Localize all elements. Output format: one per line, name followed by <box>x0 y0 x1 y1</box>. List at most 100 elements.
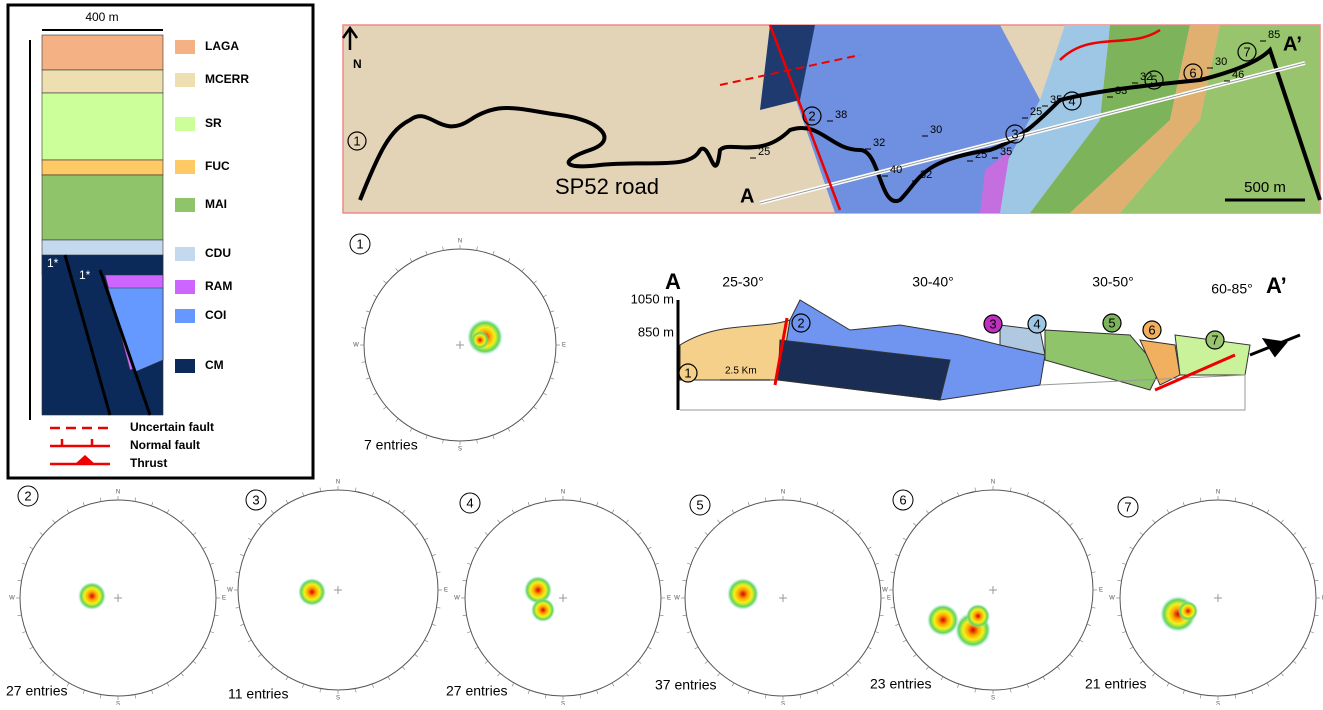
stereonet-tick <box>858 532 861 535</box>
stereonet-tick <box>1130 547 1133 549</box>
stereonet-tick <box>1252 502 1253 506</box>
stereonet-tick <box>1267 510 1269 513</box>
stereonet-tick <box>941 500 943 503</box>
stereonet-tick <box>475 647 478 649</box>
stereonet-tick <box>100 498 101 502</box>
legend-swatch <box>175 160 195 174</box>
stereonet-tick <box>402 510 405 513</box>
stereonet-tick <box>765 498 766 502</box>
stereonet-tick <box>638 661 641 664</box>
dip-label: 32 <box>1140 71 1152 83</box>
section-station-label: 6 <box>1148 322 1155 337</box>
stereonet-tick <box>1057 667 1060 670</box>
stereonet-tick <box>683 615 687 616</box>
stereonet-tick <box>1183 690 1184 694</box>
stereonet-tick <box>522 268 525 271</box>
stereonet-tick <box>913 654 916 657</box>
direction-label: S <box>116 702 120 705</box>
stereonet-tick <box>320 488 321 492</box>
stereonet-tick <box>18 615 22 616</box>
density-blob <box>727 578 759 610</box>
stereonet-tick <box>913 523 916 526</box>
road-label: SP52 road <box>555 174 659 199</box>
stereonet-tick <box>167 510 169 513</box>
stereonet-tick <box>477 247 478 251</box>
stereonet-tick <box>748 502 749 506</box>
stereonet-tick <box>1167 510 1169 513</box>
stereonet-tick <box>597 690 598 694</box>
stereonet-tick <box>1080 538 1083 540</box>
stereonet-tick <box>1122 632 1126 633</box>
direction-label: S <box>781 702 785 705</box>
stereonet-tick <box>426 251 427 255</box>
direction-label: W <box>674 596 680 602</box>
stereonet-tick <box>1091 572 1095 573</box>
stereonet-tick <box>1252 690 1253 694</box>
stereonet-tick <box>432 554 436 555</box>
stereonet-tick <box>83 690 84 694</box>
direction-label: E <box>444 588 448 594</box>
stereonet-tick <box>543 295 546 297</box>
stereonet-tick <box>463 615 467 616</box>
stereonet-tick <box>717 520 720 523</box>
stereonet-tick <box>30 547 33 549</box>
stereonet-tick <box>436 572 440 573</box>
stereonet-tick <box>895 624 899 625</box>
stereonet-tick <box>410 428 412 431</box>
stereonet-tick <box>1200 695 1201 699</box>
fault-legend-label: Normal fault <box>130 438 200 452</box>
stereonet-tick <box>485 661 488 664</box>
stereonet-tick <box>240 624 244 625</box>
stereonet-tick <box>1183 502 1184 506</box>
stereonet-tick <box>817 690 818 694</box>
stereonet-tick <box>1315 580 1319 581</box>
dip-label: 30 <box>930 124 942 136</box>
stereonet-tick <box>1167 683 1169 686</box>
section-start: A <box>665 269 681 294</box>
stereonet-station-label: 5 <box>696 497 703 512</box>
legend-label: MAI <box>205 197 227 211</box>
legend-swatch <box>175 40 195 54</box>
section-station-label: 1 <box>684 365 691 380</box>
stereonet-tick <box>302 684 303 688</box>
stereonet-tick <box>508 258 510 261</box>
stereonet-tick <box>891 572 895 573</box>
stereonet-tick <box>868 647 871 649</box>
stereonet-tick <box>880 615 884 616</box>
stereonet-tick <box>415 654 418 657</box>
direction-label: S <box>561 702 565 705</box>
dip-range: 30-50° <box>1092 274 1133 290</box>
direction-label: N <box>781 490 785 496</box>
stereonet-tick <box>52 520 55 523</box>
stereonet-tick <box>1315 615 1319 616</box>
stereonet-tick <box>193 532 196 535</box>
entries-label: 27 entries <box>6 683 67 699</box>
stereonet-tick <box>271 510 274 513</box>
section-end: A’ <box>1266 273 1287 298</box>
stereonet-tick <box>1235 498 1236 502</box>
fault-label: 1* <box>47 256 59 270</box>
legend-label: CM <box>205 358 224 372</box>
stereonet-tick <box>660 580 664 581</box>
stereonet-tick <box>891 607 895 608</box>
stereonet-tick <box>545 498 546 502</box>
stereonet-tick <box>1303 647 1306 649</box>
legend-label: MCERR <box>205 72 249 86</box>
dip-label: 30 <box>1215 56 1227 68</box>
north-label: N <box>353 57 362 71</box>
stereonet-tick <box>580 695 581 699</box>
section-station-label: 2 <box>797 315 804 330</box>
density-blob <box>927 604 959 636</box>
stereonet-tick <box>705 532 708 535</box>
stereonet-tick <box>463 580 467 581</box>
legend-swatch <box>175 198 195 212</box>
section-station-label: 5 <box>1108 315 1115 330</box>
dip-label: 46 <box>1232 69 1244 81</box>
stereonet-tick <box>410 258 412 261</box>
stereonet-tick <box>22 563 26 564</box>
direction-label: W <box>454 596 460 602</box>
distance-label: 2.5 Km <box>725 366 757 377</box>
stereonet-tick <box>302 492 303 496</box>
dip-label: 25 <box>758 146 770 158</box>
stereonet-tick <box>1080 640 1083 642</box>
